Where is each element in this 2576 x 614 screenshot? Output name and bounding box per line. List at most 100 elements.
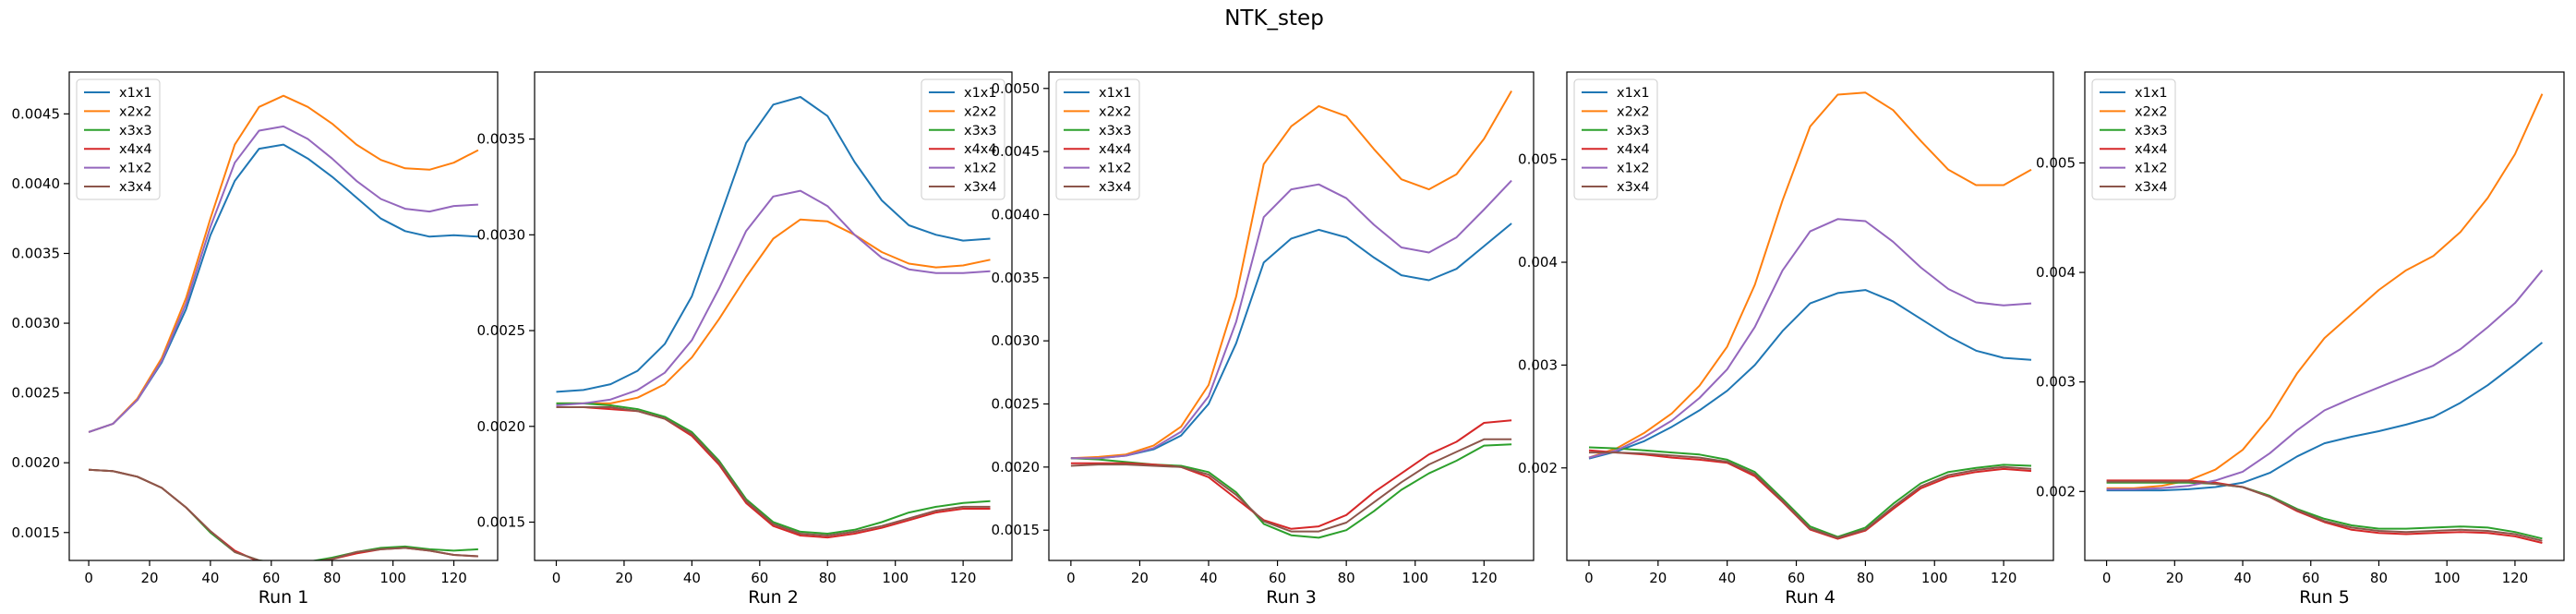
legend-label-x3x3: x3x3 bbox=[1617, 124, 1650, 138]
legend: x1x1 x2x2 x3x3 x4x4 x1x2 x3x4 bbox=[1573, 78, 1658, 200]
subplot-run-4: 0 20 40 60 80 100 120 0.002 0.003 0.004 0.005 Run 4… bbox=[1518, 71, 2054, 608]
y-tick-label: 0.004 bbox=[2036, 264, 2076, 281]
legend-label-x3x4: x3x4 bbox=[1617, 180, 1650, 195]
x-tick-label: 40 bbox=[1718, 570, 1736, 586]
y-tick-label: 0.0015 bbox=[992, 522, 1041, 538]
legend-label-x3x3: x3x3 bbox=[119, 124, 152, 138]
series-line-x1x1 bbox=[556, 96, 991, 393]
x-axis-label: Run 2 bbox=[748, 587, 799, 608]
series-line-x3x4 bbox=[89, 468, 478, 560]
x-tick-label: 20 bbox=[140, 570, 158, 586]
x-tick-label: 0 bbox=[1584, 570, 1594, 586]
series-lines bbox=[556, 96, 991, 539]
y-tick-label: 0.005 bbox=[2036, 154, 2076, 171]
legend-box bbox=[921, 78, 1005, 200]
series-lines bbox=[1588, 91, 2032, 540]
series-line-x3x3 bbox=[2106, 481, 2543, 540]
x-tick-label: 120 bbox=[1471, 570, 1498, 586]
legend-label-x1x1: x1x1 bbox=[119, 86, 152, 101]
y-tick-label: 0.0030 bbox=[12, 315, 61, 331]
legend-label-x4x4: x4x4 bbox=[964, 142, 997, 157]
series-line-x2x2 bbox=[556, 218, 991, 404]
series-line-x1x2 bbox=[88, 125, 478, 433]
series-line-x4x4 bbox=[1070, 419, 1512, 530]
legend-label-x1x2: x1x2 bbox=[1617, 162, 1650, 176]
legend-label-x2x2: x2x2 bbox=[1099, 104, 1132, 119]
legend-label-x1x2: x1x2 bbox=[1099, 162, 1132, 176]
series-line-x3x3 bbox=[1588, 446, 2032, 538]
legend-label-x2x2: x2x2 bbox=[2135, 104, 2168, 119]
series-line-x4x4 bbox=[2106, 479, 2543, 544]
y-tick-label: 0.0035 bbox=[477, 131, 526, 148]
x-tick-label: 60 bbox=[1788, 570, 1805, 586]
y-tick-label: 0.0035 bbox=[992, 270, 1041, 286]
series-lines bbox=[2106, 93, 2544, 544]
x-tick-label: 20 bbox=[615, 570, 632, 586]
y-tick-label: 0.0025 bbox=[992, 396, 1041, 413]
legend-box bbox=[1573, 78, 1658, 200]
x-axis-label: Run 1 bbox=[259, 587, 309, 608]
y-tick-label: 0.003 bbox=[1518, 356, 1558, 373]
x-tick-label: 80 bbox=[819, 570, 837, 586]
y-tick-label: 0.0015 bbox=[477, 514, 526, 531]
x-tick-label: 60 bbox=[262, 570, 280, 586]
y-tick-label: 0.002 bbox=[1518, 460, 1558, 476]
y-tick-label: 0.003 bbox=[2036, 374, 2076, 391]
legend-label-x4x4: x4x4 bbox=[1617, 142, 1650, 157]
axes-frame bbox=[1566, 71, 2054, 561]
legend-label-x1x2: x1x2 bbox=[2135, 162, 2168, 176]
legend-label-x1x2: x1x2 bbox=[119, 162, 152, 176]
series-line-x1x1 bbox=[1588, 289, 2032, 460]
axes-frame bbox=[2084, 71, 2565, 561]
subplot-run-3: 0 20 40 60 80 100 120 0.0015 0.0020 0.0025 0.0030 0… bbox=[992, 71, 1535, 608]
y-tick-label: 0.0025 bbox=[477, 322, 526, 339]
legend-label-x3x4: x3x4 bbox=[1099, 180, 1132, 195]
legend-label-x1x1: x1x1 bbox=[2135, 86, 2168, 101]
legend-box bbox=[2091, 78, 2176, 200]
axes-frame bbox=[1048, 71, 1535, 561]
series-line-x3x4 bbox=[1589, 451, 2032, 539]
y-tick-label: 0.0020 bbox=[477, 418, 526, 435]
legend-label-x3x4: x3x4 bbox=[964, 180, 997, 195]
x-tick-label: 0 bbox=[84, 570, 93, 586]
x-axis-label: Run 3 bbox=[1266, 587, 1317, 608]
series-lines bbox=[88, 94, 479, 560]
x-tick-label: 0 bbox=[1066, 570, 1076, 586]
x-tick-label: 100 bbox=[1921, 570, 1948, 586]
x-tick-label: 80 bbox=[323, 570, 341, 586]
legend-label-x1x2: x1x2 bbox=[964, 162, 997, 176]
x-tick-label: 20 bbox=[2166, 570, 2184, 586]
legend-label-x4x4: x4x4 bbox=[2135, 142, 2168, 157]
series-line-x1x2 bbox=[2106, 270, 2544, 490]
x-tick-label: 120 bbox=[1991, 570, 2017, 586]
legend-label-x2x2: x2x2 bbox=[964, 104, 997, 119]
legend-label-x4x4: x4x4 bbox=[1099, 142, 1132, 157]
series-line-x4x4 bbox=[1588, 449, 2032, 540]
x-tick-label: 120 bbox=[950, 570, 977, 586]
y-tick-label: 0.0020 bbox=[992, 459, 1041, 476]
legend-label-x1x1: x1x1 bbox=[1099, 86, 1132, 101]
series-line-x3x4 bbox=[2106, 480, 2543, 542]
series-line-x2x2 bbox=[88, 94, 479, 433]
series-line-x1x2 bbox=[1070, 179, 1512, 460]
subplot-run-2: 0 20 40 60 80 100 120 0.0015 0.0020 0.0025 0.0030 0… bbox=[477, 71, 1013, 608]
legend-label-x3x4: x3x4 bbox=[2135, 180, 2168, 195]
legend-label-x1x1: x1x1 bbox=[964, 86, 997, 101]
x-tick-label: 60 bbox=[1269, 570, 1286, 586]
x-tick-label: 40 bbox=[201, 570, 219, 586]
y-tick-label: 0.0045 bbox=[992, 143, 1041, 160]
x-tick-label: 120 bbox=[440, 570, 467, 586]
x-tick-label: 120 bbox=[2502, 570, 2529, 586]
x-tick-label: 0 bbox=[2102, 570, 2112, 586]
legend-label-x3x4: x3x4 bbox=[119, 180, 152, 195]
x-tick-label: 80 bbox=[2370, 570, 2388, 586]
y-tick-label: 0.0050 bbox=[992, 80, 1041, 97]
subplot-panels: 0 20 40 60 80 100 1200.00150.00200.00250.00300… bbox=[12, 71, 2565, 608]
x-tick-label: 80 bbox=[1338, 570, 1355, 586]
legend-label-x1x1: x1x1 bbox=[1617, 86, 1650, 101]
subplot-run-1: 0 20 40 60 80 100 120 0.0015 0.0020 0.0025 0.0030 0… bbox=[12, 71, 499, 608]
legend: x1x1 x2x2 x3x3 x4x4 x1x2 x3x4 bbox=[1055, 78, 1140, 200]
series-line-x1x1 bbox=[2106, 342, 2544, 492]
y-tick-label: 0.0030 bbox=[477, 226, 526, 243]
